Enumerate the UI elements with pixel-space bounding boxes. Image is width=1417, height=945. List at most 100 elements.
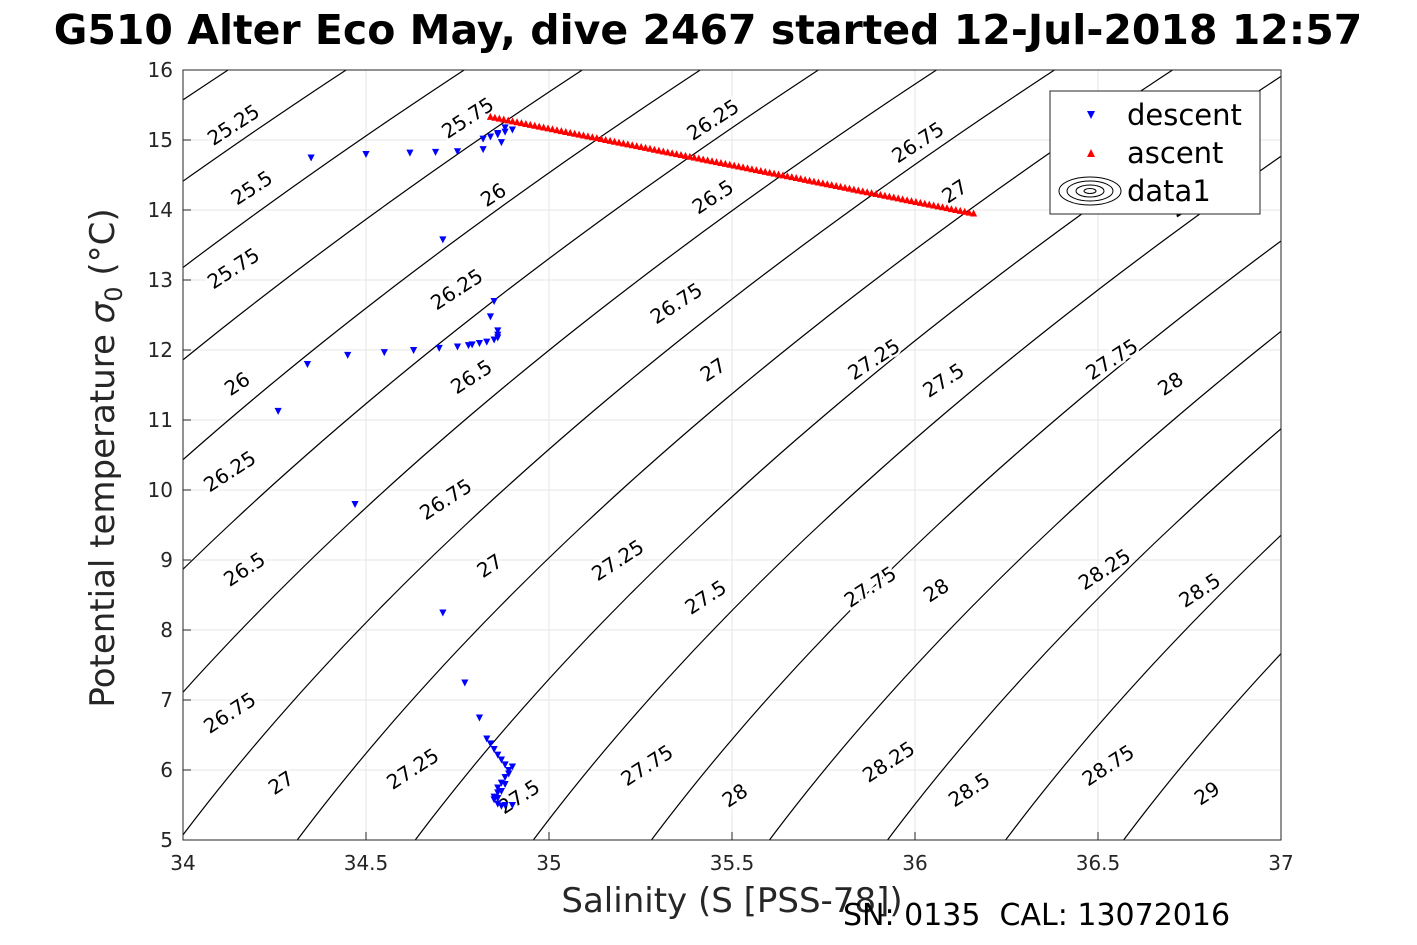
descent-point xyxy=(406,149,414,157)
contour-label: 27 xyxy=(937,174,971,208)
ascent-point xyxy=(876,190,885,198)
contour-label: 27.75 xyxy=(840,561,901,612)
ascent-point xyxy=(925,200,933,208)
ascent-point xyxy=(531,121,539,129)
y-axis-label-unit: (°C) xyxy=(83,208,123,286)
descent-point xyxy=(497,788,506,795)
ascent-point xyxy=(819,179,827,187)
descent-point xyxy=(453,148,462,156)
ascent-point xyxy=(588,133,596,141)
contour-label: 28.5 xyxy=(1174,568,1224,612)
contour-line xyxy=(886,428,1281,840)
ascent-point xyxy=(859,187,867,195)
chart-title: G510 Alter Eco May, dive 2467 started 12… xyxy=(54,6,1363,54)
contour-label: 27.25 xyxy=(843,334,904,385)
ascent-point xyxy=(788,173,796,181)
ascent-point xyxy=(743,164,752,172)
contour-label: 28.25 xyxy=(858,736,919,787)
ascent-point xyxy=(965,208,973,216)
ascent-point xyxy=(717,158,725,166)
x-tick-label: 37 xyxy=(1268,851,1293,875)
ascent-point xyxy=(845,184,854,192)
descent-point xyxy=(483,338,491,346)
legend: descent ascent data1 xyxy=(1049,90,1261,215)
x-tick-label: 35 xyxy=(536,851,561,875)
contour-label: 27.25 xyxy=(587,534,648,585)
descent-point xyxy=(508,763,516,771)
ascent-point xyxy=(610,137,619,145)
ascent-point xyxy=(562,127,570,135)
contour-label: 29 xyxy=(1190,776,1224,810)
descent-point xyxy=(435,344,443,352)
ascent-point xyxy=(828,181,836,189)
ascent-point xyxy=(646,144,654,152)
contour-label: 26 xyxy=(476,178,510,212)
contour-label: 27.5 xyxy=(680,575,730,619)
descent-point xyxy=(494,800,502,808)
ascent-point xyxy=(921,199,929,207)
ascent-point xyxy=(894,194,902,202)
ascent-point xyxy=(548,125,557,133)
descent-point xyxy=(494,327,502,335)
ascent-point xyxy=(672,150,681,158)
descent-point xyxy=(344,351,352,359)
ascent-point xyxy=(633,142,641,150)
contour-label: 27.5 xyxy=(918,358,968,402)
ascent-point xyxy=(681,151,690,159)
contour-label: 26.25 xyxy=(199,446,260,497)
ascent-point xyxy=(792,174,800,182)
ascent-point xyxy=(664,148,672,156)
descent-point xyxy=(501,124,509,132)
y-tick-label: 10 xyxy=(148,478,173,502)
ascent-point xyxy=(836,182,845,190)
legend-ascent-marker xyxy=(1087,149,1095,157)
descent-point xyxy=(475,714,484,722)
contour-label: 26.5 xyxy=(446,355,496,399)
ascent-point xyxy=(805,176,814,184)
ascent-point xyxy=(704,156,712,164)
y-axis-label-main: Potential temperature xyxy=(83,323,123,707)
ascent-point xyxy=(686,152,694,160)
descent-point xyxy=(453,343,462,351)
ascent-point xyxy=(624,140,632,148)
contour-line xyxy=(183,70,348,182)
ascent-point xyxy=(628,141,636,149)
ascent-point xyxy=(606,136,614,144)
ascent-point xyxy=(579,131,588,139)
ascent-point xyxy=(495,114,503,122)
descent-point xyxy=(490,746,498,753)
ascent-point xyxy=(774,170,783,178)
legend-box xyxy=(1049,90,1261,215)
descent-point xyxy=(431,148,440,156)
ascent-point xyxy=(708,157,716,165)
contour-label: 26.75 xyxy=(415,474,476,525)
ascent-point xyxy=(557,127,565,135)
descent-point xyxy=(362,151,370,158)
ascent-point xyxy=(934,202,942,210)
descent-point xyxy=(494,334,502,342)
descent-point xyxy=(351,501,359,508)
ascent-point xyxy=(797,174,805,182)
descent-point xyxy=(483,735,491,743)
y-tick-label: 12 xyxy=(148,338,173,362)
y-tick-label: 15 xyxy=(148,128,173,152)
ascent-point xyxy=(655,146,663,154)
ascent-point xyxy=(752,166,760,174)
ascent-point xyxy=(899,195,907,203)
ascent-point xyxy=(522,119,530,127)
x-tick-label: 36.5 xyxy=(1076,851,1121,875)
ascent-point xyxy=(540,123,548,131)
ascent-point xyxy=(916,198,924,206)
ascent-point xyxy=(885,192,893,200)
descent-point xyxy=(497,756,506,764)
contour-label: 27 xyxy=(696,353,730,387)
legend-descent-marker xyxy=(1087,111,1095,119)
contour-label: 26.25 xyxy=(682,94,743,145)
ascent-point xyxy=(730,161,738,169)
contour-label: 27.75 xyxy=(1081,334,1142,385)
y-tick-label: 5 xyxy=(160,828,173,852)
contour-line xyxy=(183,70,1056,836)
y-axis-label: Potential temperature σ0 (°C) xyxy=(83,208,128,707)
ascent-point xyxy=(721,159,729,167)
ascent-point xyxy=(553,126,561,134)
